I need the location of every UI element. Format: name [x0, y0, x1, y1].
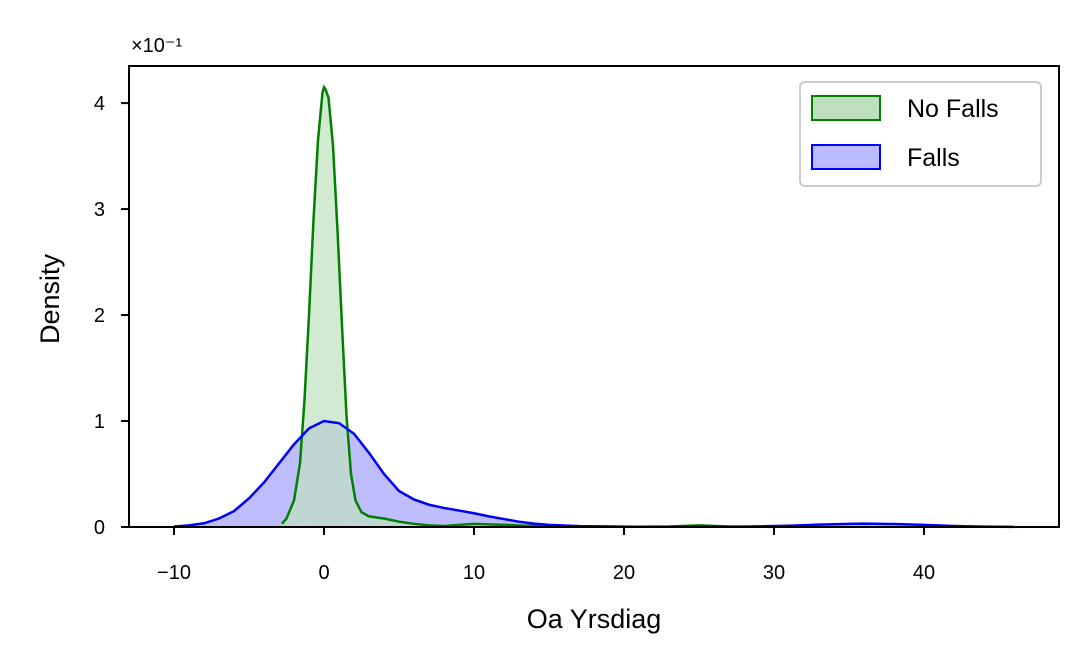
density-area-falls [174, 421, 1014, 527]
y-tick-label: 2 [94, 305, 105, 327]
y-tick-label: 1 [94, 411, 105, 433]
legend-label-no-falls: No Falls [907, 95, 999, 123]
y-tick-label: 4 [94, 93, 105, 115]
plot-frame [128, 65, 1060, 528]
x-tick-label: 0 [318, 562, 329, 584]
y-tick-label: 3 [94, 199, 105, 221]
y-offset-label: ×10⁻¹ [131, 35, 182, 57]
legend-label-falls: Falls [907, 144, 960, 172]
x-tick-label: 20 [613, 562, 635, 584]
legend: No Falls Falls [799, 81, 1042, 187]
y-axis-label: Density [35, 253, 65, 344]
legend-swatch-no-falls [811, 95, 881, 121]
x-tick-label: 40 [913, 562, 935, 584]
x-axis: −10 0 10 20 30 40 [157, 527, 935, 584]
y-axis: 0 1 2 3 4 [94, 93, 129, 539]
x-tick-label: 10 [463, 562, 485, 584]
legend-swatch-falls [811, 144, 881, 170]
x-axis-label: Oa Yrsdiag [527, 604, 662, 634]
y-tick-label: 0 [94, 517, 105, 539]
density-line-falls [173, 419, 1015, 529]
x-tick-label: −10 [157, 562, 191, 584]
x-tick-label: 30 [763, 562, 785, 584]
